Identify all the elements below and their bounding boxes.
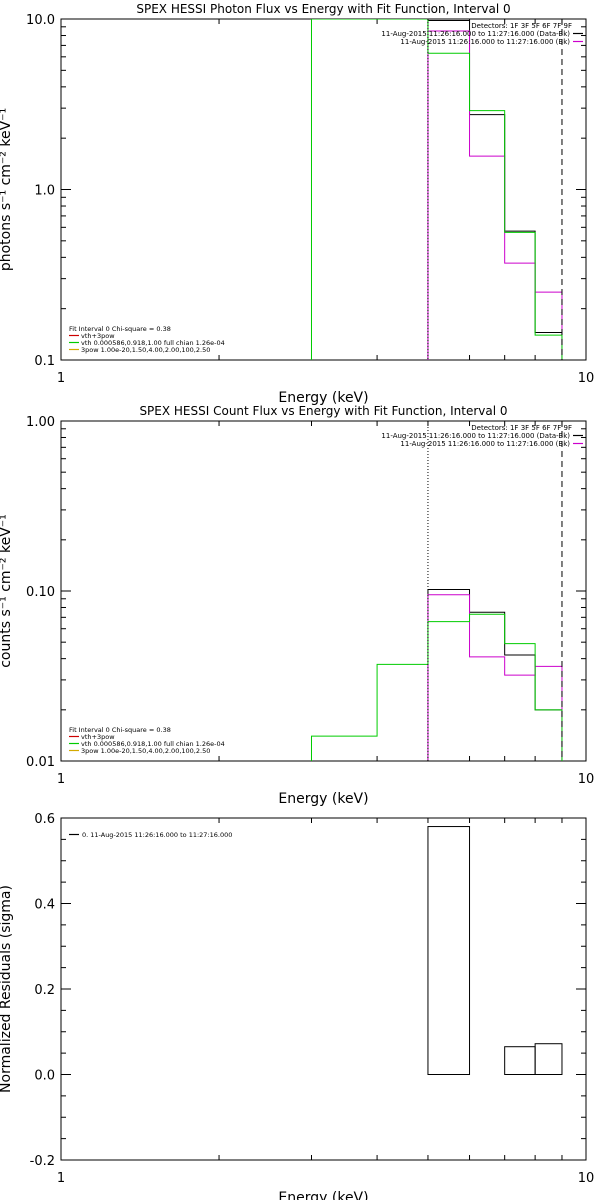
chart-title: SPEX HESSI Photon Flux vs Energy with Fi…: [136, 2, 510, 16]
legend-entry: 11-Aug-2015 11:26:16.000 to 11:27:16.000…: [381, 30, 570, 38]
chart-panel-1: SPEX HESSI Photon Flux vs Energy with Fi…: [0, 2, 594, 406]
y-tick-label: 1.00: [26, 415, 55, 430]
y-tick-label: 0.2: [34, 983, 55, 998]
y-axis-label: counts s⁻¹ cm⁻² keV⁻¹: [0, 514, 14, 668]
chart-panel-2: SPEX HESSI Count Flux vs Energy with Fit…: [0, 404, 594, 807]
x-tick-label: 1: [57, 371, 65, 386]
y-tick-label: 0.01: [26, 755, 55, 770]
legend-entry: Detectors: 1F 3F 5F 6F 7F 9F: [471, 424, 572, 432]
series-line-vth-3pow: [310, 613, 563, 761]
fit-legend-entry: vth 0.000586,0.918,1.00 full chian 1.26e…: [81, 740, 225, 748]
fit-legend-entry: 3pow 1.00e-20,1.50,4.00,2.00,100,2.50: [81, 346, 210, 354]
y-tick-label: 0.1: [34, 354, 55, 369]
fit-legend-entry: vth+3pow: [81, 733, 115, 741]
legend-entry: 0. 11-Aug-2015 11:26:16.000 to 11:27:16.…: [82, 831, 232, 839]
series-line-vth-3pow: [310, 19, 563, 360]
legend-entry: 11-Aug-2015 11:26:16.000 to 11:27:16.000…: [381, 432, 570, 440]
x-tick-label: 1: [57, 1171, 65, 1186]
residual-bar: [534, 1043, 563, 1075]
y-axis-label: Normalized Residuals (sigma): [0, 885, 14, 1093]
legend-entry: 11-Aug-2015 11:26:16.000 to 11:27:16.000…: [400, 440, 570, 448]
fit-legend-entry: vth+3pow: [81, 332, 115, 340]
x-tick-label: 10: [578, 371, 595, 386]
fit-legend-entry: Fit Interval 0 Chi-square = 0.38: [69, 726, 171, 734]
y-tick-label: 1.0: [34, 184, 55, 199]
fit-legend-entry: 3pow 1.00e-20,1.50,4.00,2.00,100,2.50: [81, 747, 210, 755]
y-tick-label: 10.0: [26, 13, 55, 28]
legend-entry: 11-Aug-2015 11:26:16.000 to 11:27:16.000…: [400, 38, 570, 46]
x-axis-label: Energy (keV): [278, 791, 368, 807]
y-axis-label: photons s⁻¹ cm⁻² keV⁻¹: [0, 108, 14, 271]
y-tick-label: 0.0: [34, 1069, 55, 1084]
y-tick-label: 0.4: [34, 898, 55, 913]
x-tick-label: 10: [578, 772, 595, 787]
x-tick-label: 1: [57, 772, 65, 787]
chart-panel-3: 1 10 -0.2 0.0 0.2 0.4 0.6 Energy (keV) Normalize…: [0, 812, 594, 1200]
x-axis-label: Energy (keV): [278, 1190, 368, 1200]
plot-data: [427, 826, 563, 1076]
fit-legend-entry: vth 0.000586,0.918,1.00 full chian 1.26e…: [81, 339, 225, 347]
y-tick-label: 0.6: [34, 812, 55, 827]
legend-entry: Detectors: 1F 3F 5F 6F 7F 9F: [471, 22, 572, 30]
fit-legend-entry: Fit Interval 0 Chi-square = 0.38: [69, 325, 171, 333]
plot-data: [310, 19, 563, 360]
y-tick-label: -0.2: [30, 1154, 55, 1169]
x-axis-label: Energy (keV): [278, 390, 368, 406]
x-tick-label: 10: [578, 1171, 595, 1186]
series-line-bk: [427, 594, 563, 761]
residual-bar: [427, 826, 471, 1075]
chart-title: SPEX HESSI Count Flux vs Energy with Fit…: [139, 404, 507, 418]
plot-data: [310, 421, 563, 761]
y-tick-label: 0.10: [26, 585, 55, 600]
